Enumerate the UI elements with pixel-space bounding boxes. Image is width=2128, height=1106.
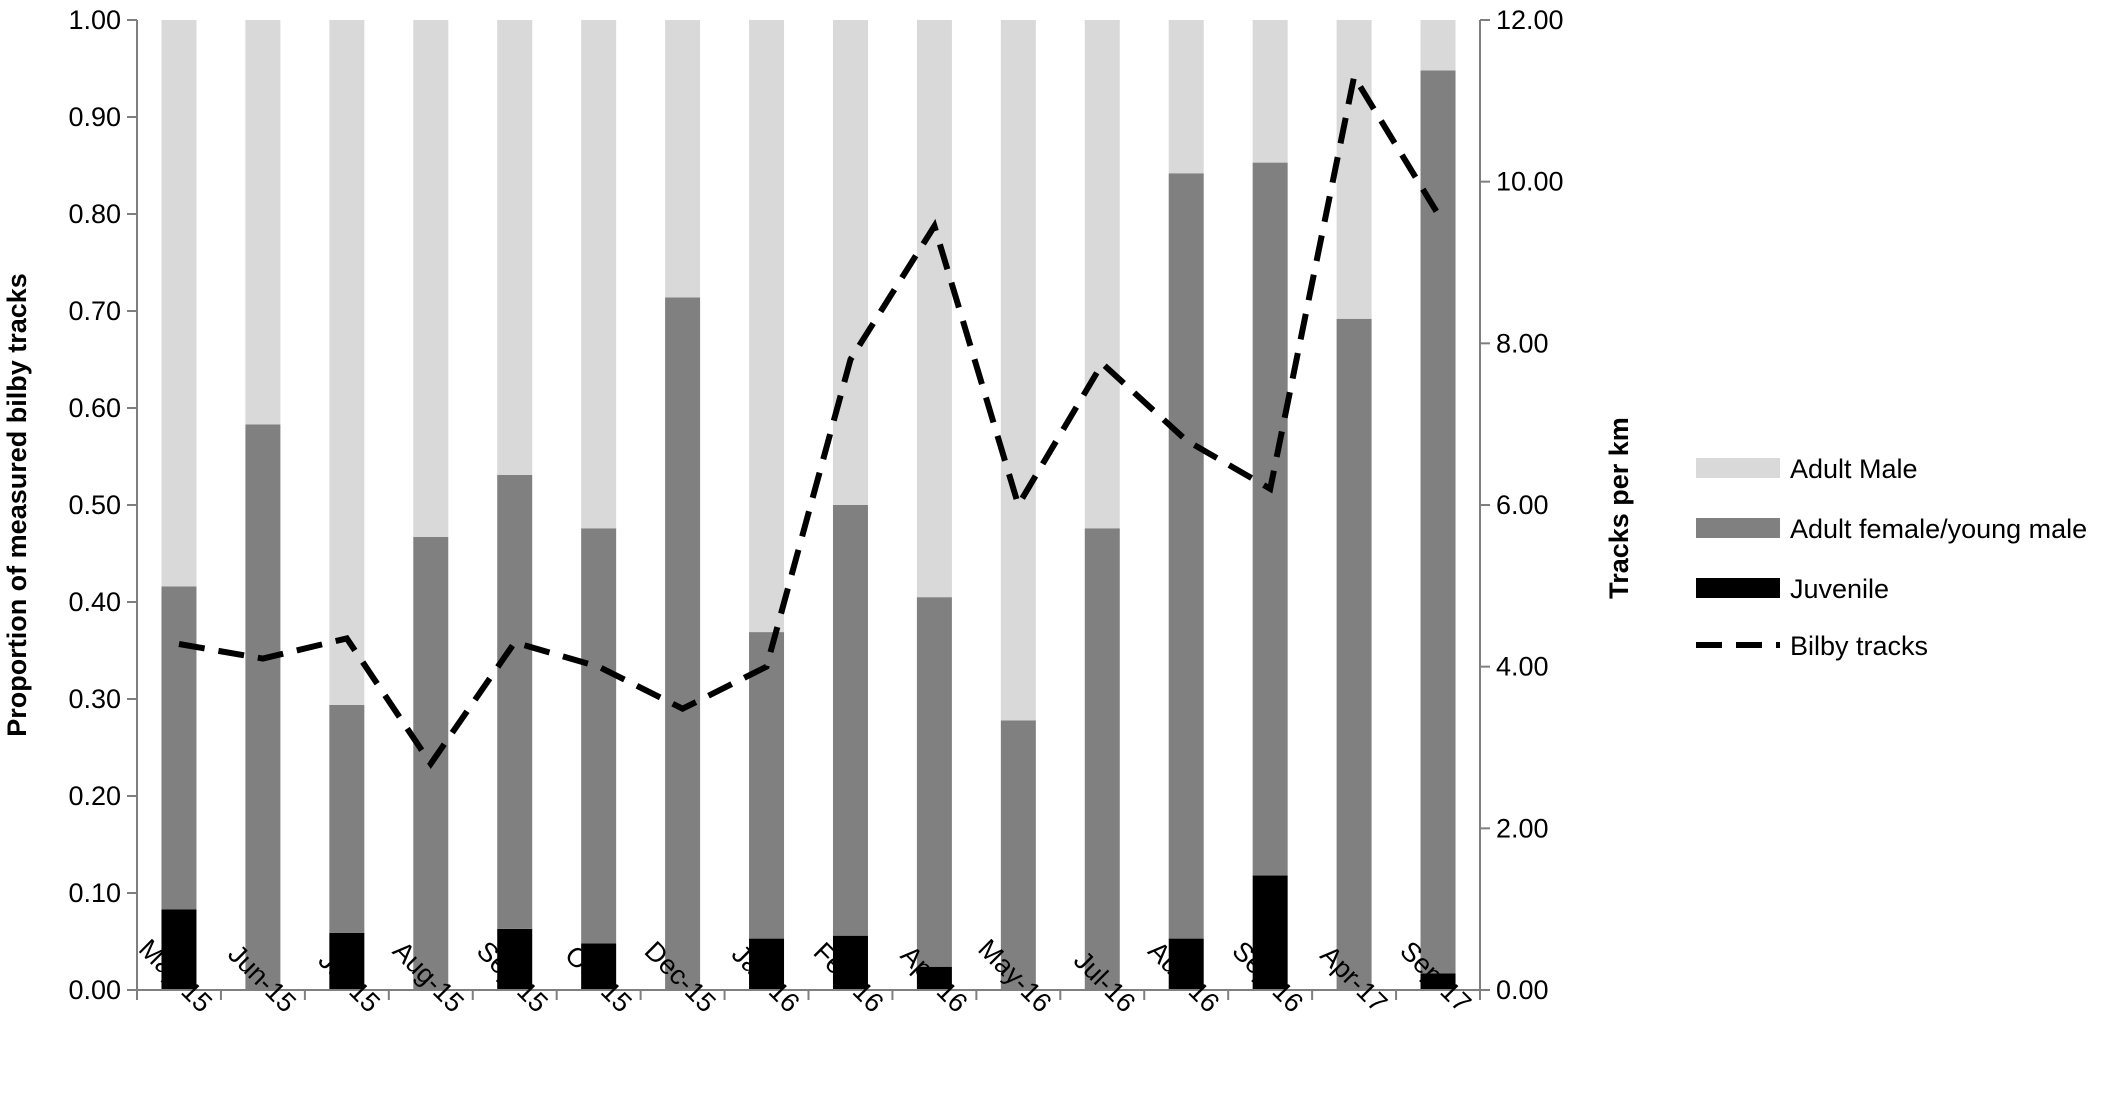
bar-adult-male (833, 20, 868, 505)
y-tick-label: 1.00 (68, 5, 121, 35)
bar-adult-male (917, 20, 952, 597)
bar-adult-female-young-male (917, 597, 952, 967)
bar-adult-female-young-male (749, 632, 784, 939)
y2-tick-label: 0.00 (1496, 975, 1549, 1005)
bar-adult-female-young-male (665, 297, 700, 990)
bar-adult-male (1337, 20, 1372, 319)
y-tick-label: 0.70 (68, 296, 121, 326)
bar-adult-female-young-male (581, 528, 616, 943)
legend-swatch-adult-female-young-male (1696, 518, 1780, 538)
y-tick-label: 0.80 (68, 199, 121, 229)
bar-adult-male (245, 20, 280, 424)
y2-tick-label: 12.00 (1496, 5, 1564, 35)
legend-swatch-adult-male (1696, 458, 1780, 478)
y2-tick-label: 10.00 (1496, 167, 1564, 197)
y2-tick-label: 4.00 (1496, 652, 1549, 682)
bar-adult-female-young-male (1169, 173, 1204, 938)
bar-adult-female-young-male (497, 475, 532, 929)
y-tick-label: 0.90 (68, 102, 121, 132)
bar-adult-male (665, 20, 700, 297)
bar-adult-female-young-male (161, 586, 196, 909)
bar-adult-male (1253, 20, 1288, 163)
bar-adult-male (329, 20, 364, 705)
legend-label-juvenile: Juvenile (1790, 574, 1889, 604)
bar-adult-female-young-male (1253, 163, 1288, 876)
line-series-bilby-tracks (179, 77, 1438, 764)
y-axis-title: Proportion of measured bilby tracks (2, 273, 32, 737)
y-tick-label: 0.50 (68, 490, 121, 520)
line-layer (179, 76, 1438, 763)
bar-adult-male (1421, 20, 1456, 70)
bar-adult-male (1085, 20, 1120, 528)
bar-adult-male (497, 20, 532, 475)
y-tick-label: 0.00 (68, 975, 121, 1005)
bar-adult-female-young-male (1337, 319, 1372, 990)
bar-adult-female-young-male (833, 505, 868, 936)
y2-tick-label: 2.00 (1496, 813, 1549, 843)
bar-adult-male (161, 20, 196, 586)
bar-adult-female-young-male (1421, 70, 1456, 973)
bar-adult-male (749, 20, 784, 632)
bar-adult-female-young-male (329, 705, 364, 933)
bar-adult-male (1169, 20, 1204, 173)
bar-adult-male (1001, 20, 1036, 720)
y-tick-label: 0.10 (68, 878, 121, 908)
y-tick-label: 0.20 (68, 781, 121, 811)
bar-adult-male (413, 20, 448, 537)
legend: Adult Male Adult female/young male Juvenil… (1696, 454, 2087, 661)
y2-tick-label: 8.00 (1496, 328, 1549, 358)
legend-swatch-juvenile (1696, 578, 1780, 598)
bar-adult-female-young-male (245, 424, 280, 990)
legend-label-adult-male: Adult Male (1790, 454, 1918, 484)
bar-adult-female-young-male (1085, 528, 1120, 990)
y2-axis-title: Tracks per km (1604, 417, 1634, 599)
legend-label-bilby-tracks: Bilby tracks (1790, 631, 1928, 661)
bars-layer (161, 20, 1455, 990)
y-tick-label: 0.30 (68, 684, 121, 714)
y-tick-label: 0.40 (68, 587, 121, 617)
y2-tick-label: 6.00 (1496, 490, 1549, 520)
y-tick-label: 0.60 (68, 393, 121, 423)
legend-label-adult-female-young-male: Adult female/young male (1790, 514, 2087, 544)
bar-adult-male (581, 20, 616, 528)
